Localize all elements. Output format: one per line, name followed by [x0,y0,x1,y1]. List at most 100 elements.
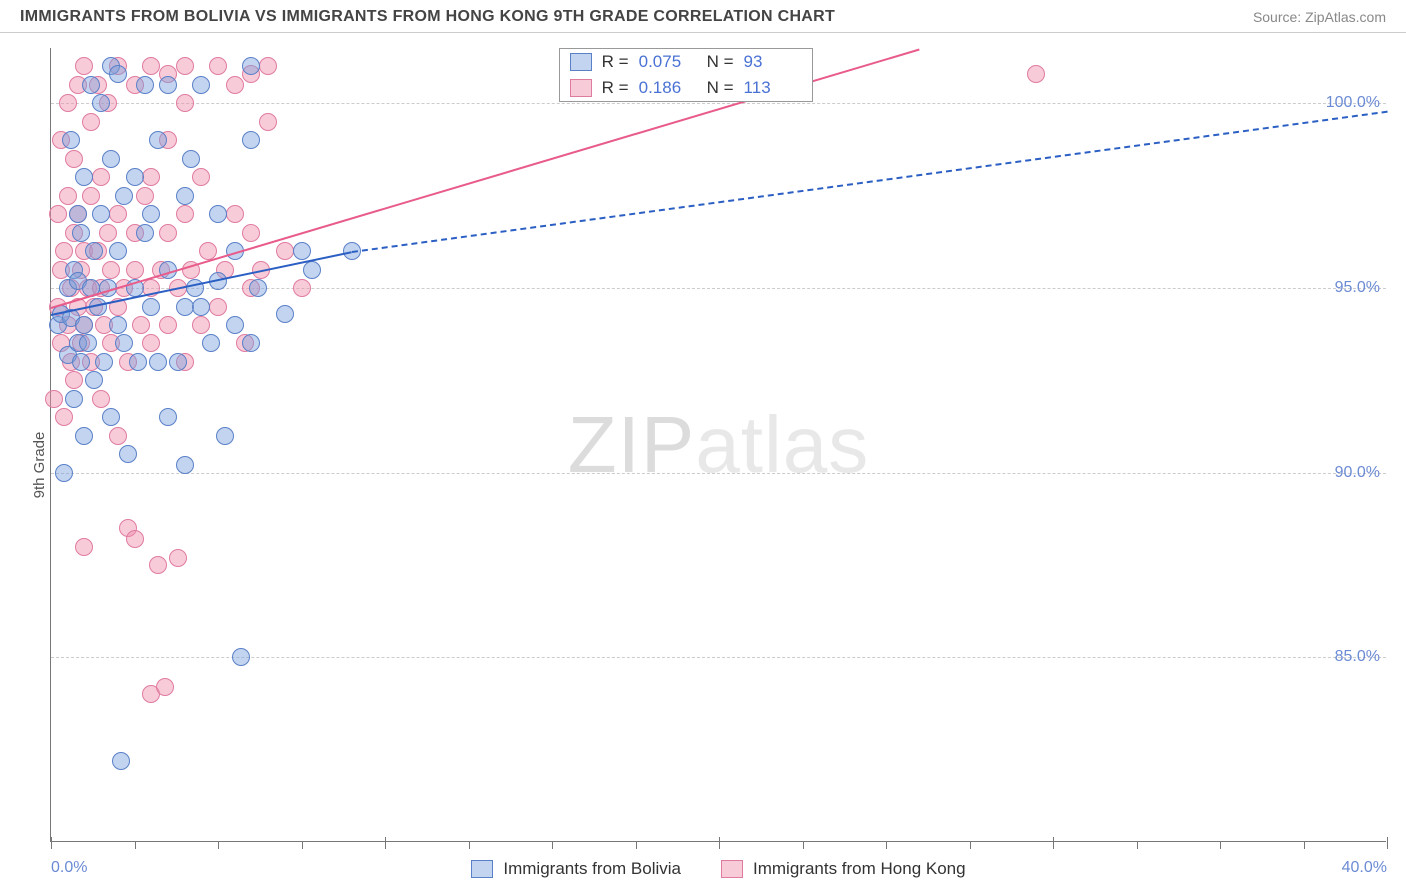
stats-r-label: R = [602,78,629,98]
scatter-point [202,334,220,352]
scatter-point [136,224,154,242]
scatter-point [82,187,100,205]
legend-swatch [721,860,743,878]
scatter-point [82,76,100,94]
scatter-point [59,94,77,112]
gridline [51,657,1386,658]
y-tick-label: 90.0% [1335,464,1380,482]
scatter-point [136,187,154,205]
scatter-point [182,150,200,168]
scatter-point [65,371,83,389]
chart-title: IMMIGRANTS FROM BOLIVIA VS IMMIGRANTS FR… [20,8,835,26]
scatter-point [109,316,127,334]
scatter-point [169,353,187,371]
scatter-point [126,168,144,186]
scatter-point [259,113,277,131]
scatter-point [149,353,167,371]
legend-label: Immigrants from Hong Kong [753,859,966,879]
x-tick [135,841,136,849]
chart-header: IMMIGRANTS FROM BOLIVIA VS IMMIGRANTS FR… [0,0,1406,33]
scatter-point [95,353,113,371]
scatter-point [176,57,194,75]
scatter-point [192,316,210,334]
scatter-point [303,261,321,279]
scatter-point [129,353,147,371]
stats-n-label: N = [707,52,734,72]
scatter-point [192,168,210,186]
scatter-point [72,224,90,242]
scatter-point [92,94,110,112]
scatter-point [102,408,120,426]
y-tick-label: 100.0% [1326,94,1380,112]
scatter-point [85,371,103,389]
x-tick-label: 40.0% [1342,859,1387,877]
scatter-point [149,556,167,574]
watermark-prefix: ZIP [568,400,695,489]
scatter-point [69,205,87,223]
y-axis-label: 9th Grade [31,432,48,499]
scatter-point [132,316,150,334]
scatter-point [85,242,103,260]
scatter-point [75,57,93,75]
x-tick [1304,841,1305,849]
x-tick [218,841,219,849]
legend-swatch [570,79,592,97]
stats-n-label: N = [707,78,734,98]
scatter-point [102,150,120,168]
watermark-suffix: atlas [695,400,869,489]
legend-item: Immigrants from Hong Kong [721,859,966,879]
scatter-point [72,353,90,371]
gridline [51,103,1386,104]
scatter-point [209,57,227,75]
stats-r-value: 0.075 [639,52,697,72]
scatter-point [142,205,160,223]
scatter-point [159,316,177,334]
scatter-point [159,76,177,94]
scatter-point [142,298,160,316]
scatter-point [1027,65,1045,83]
scatter-point [226,205,244,223]
x-tick [636,841,637,849]
scatter-point [176,205,194,223]
stats-r-value: 0.186 [639,78,697,98]
scatter-point [115,187,133,205]
trend-line [351,111,1387,253]
scatter-point [115,334,133,352]
stats-box: R =0.075N =93R =0.186N =113 [559,48,813,102]
x-tick [385,837,386,849]
scatter-point [249,279,267,297]
y-tick-label: 95.0% [1335,279,1380,297]
scatter-point [192,76,210,94]
x-tick [803,841,804,849]
scatter-point [259,57,277,75]
scatter-point [109,65,127,83]
scatter-point [75,316,93,334]
legend-bottom: Immigrants from Bolivia Immigrants from H… [51,859,1386,879]
scatter-point [293,279,311,297]
scatter-point [156,678,174,696]
stats-row: R =0.186N =113 [560,75,812,101]
scatter-point [176,298,194,316]
x-tick [302,841,303,849]
scatter-point [75,538,93,556]
plot-region: ZIPatlas Immigrants from BoliviaImmigran… [50,48,1386,842]
scatter-point [159,408,177,426]
scatter-point [169,549,187,567]
scatter-point [75,427,93,445]
scatter-point [112,752,130,770]
scatter-point [45,390,63,408]
x-tick [1137,841,1138,849]
scatter-point [232,648,250,666]
x-tick [51,837,52,849]
scatter-point [159,224,177,242]
x-tick [1387,837,1388,849]
scatter-point [92,168,110,186]
stats-n-value: 93 [744,52,802,72]
scatter-point [65,390,83,408]
legend-label: Immigrants from Bolivia [503,859,681,879]
scatter-point [82,113,100,131]
scatter-point [176,456,194,474]
scatter-point [276,305,294,323]
scatter-point [92,205,110,223]
stats-r-label: R = [602,52,629,72]
